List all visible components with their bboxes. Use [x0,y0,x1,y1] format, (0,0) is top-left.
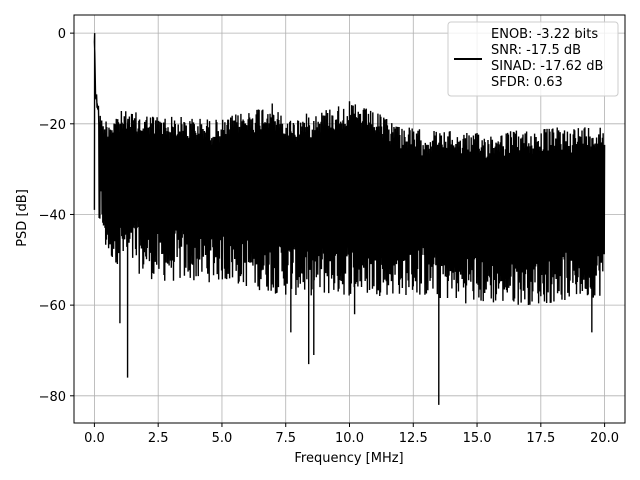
x-tick-label: 20.0 [590,431,619,446]
y-tick-label: −20 [39,118,66,133]
y-tick-label: −80 [39,390,66,405]
legend-box [447,21,619,97]
y-tick-label: 0 [58,27,66,42]
x-tick-label: 12.5 [399,431,428,446]
psd-series [93,33,606,405]
x-tick-label: 17.5 [526,431,555,446]
x-tick-label: 7.5 [275,431,296,446]
x-axis-ticks: 0.0 2.5 5.0 7.5 10.0 12.5 15.0 17.5 20.0 [84,423,619,446]
x-tick-label: 2.5 [148,431,169,446]
x-axis-label: Frequency [MHz] [294,451,403,466]
legend: ENOB: -3.22 bits SNR: -17.5 dB SINAD: -1… [447,21,619,97]
x-tick-label: 0.0 [84,431,105,446]
y-tick-label: −60 [39,299,66,314]
x-tick-label: 5.0 [212,431,233,446]
legend-entry-sfdr: SFDR: 0.63 [491,75,563,90]
x-tick-label: 10.0 [335,431,364,446]
x-tick-label: 15.0 [463,431,492,446]
psd-trace [93,33,606,405]
legend-entry-sinad: SINAD: -17.62 dB [491,59,603,74]
y-axis-label: PSD [dB] [15,189,30,247]
legend-entry-enob: ENOB: -3.22 bits [491,27,598,42]
y-tick-label: −40 [39,208,66,223]
y-axis-ticks: 0 −20 −40 −60 −80 [39,27,74,405]
legend-entry-snr: SNR: -17.5 dB [491,43,581,58]
